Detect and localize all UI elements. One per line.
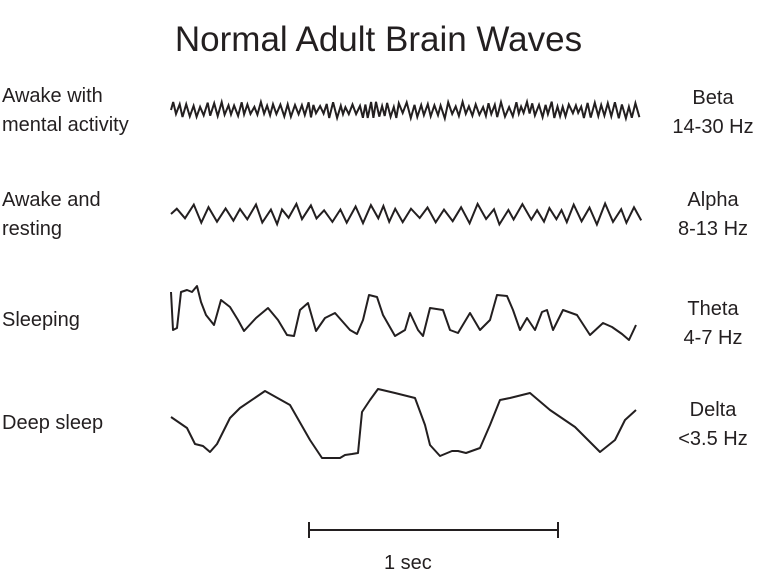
beta-state-label: Awake with mental activity	[2, 82, 129, 140]
delta-wave	[170, 388, 637, 459]
delta-freq: <3.5 Hz	[678, 428, 748, 450]
alpha-freq: 8-13 Hz	[677, 218, 749, 240]
scale-bar-label: 1 sec	[384, 552, 432, 572]
alpha-state-label: Awake and resting	[2, 186, 101, 244]
theta-freq: 4-7 Hz	[683, 327, 743, 349]
beta-wave	[170, 98, 641, 123]
alpha-wave	[170, 200, 643, 228]
beta-band-label: Beta 14-30 Hz	[658, 84, 757, 142]
beta-freq: 14-30 Hz	[672, 116, 754, 138]
time-scale-bar	[308, 522, 559, 538]
delta-name: Delta	[689, 399, 737, 421]
alpha-state-line2: resting	[2, 218, 63, 240]
theta-band-label: Theta 4-7 Hz	[658, 295, 757, 353]
alpha-name: Alpha	[687, 189, 739, 211]
beta-state-line1: Awake with	[2, 85, 103, 107]
theta-state-label: Sleeping	[2, 309, 80, 331]
delta-state-label: Deep sleep	[2, 412, 104, 434]
beta-state-line2: mental activity	[2, 114, 129, 136]
alpha-band-label: Alpha 8-13 Hz	[658, 186, 757, 244]
theta-name: Theta	[687, 298, 739, 320]
alpha-state-line1: Awake and	[2, 189, 101, 211]
diagram-title: Normal Adult Brain Waves	[174, 20, 583, 59]
beta-name: Beta	[692, 87, 734, 109]
delta-band-label: Delta <3.5 Hz	[658, 396, 757, 454]
theta-wave	[170, 285, 637, 341]
